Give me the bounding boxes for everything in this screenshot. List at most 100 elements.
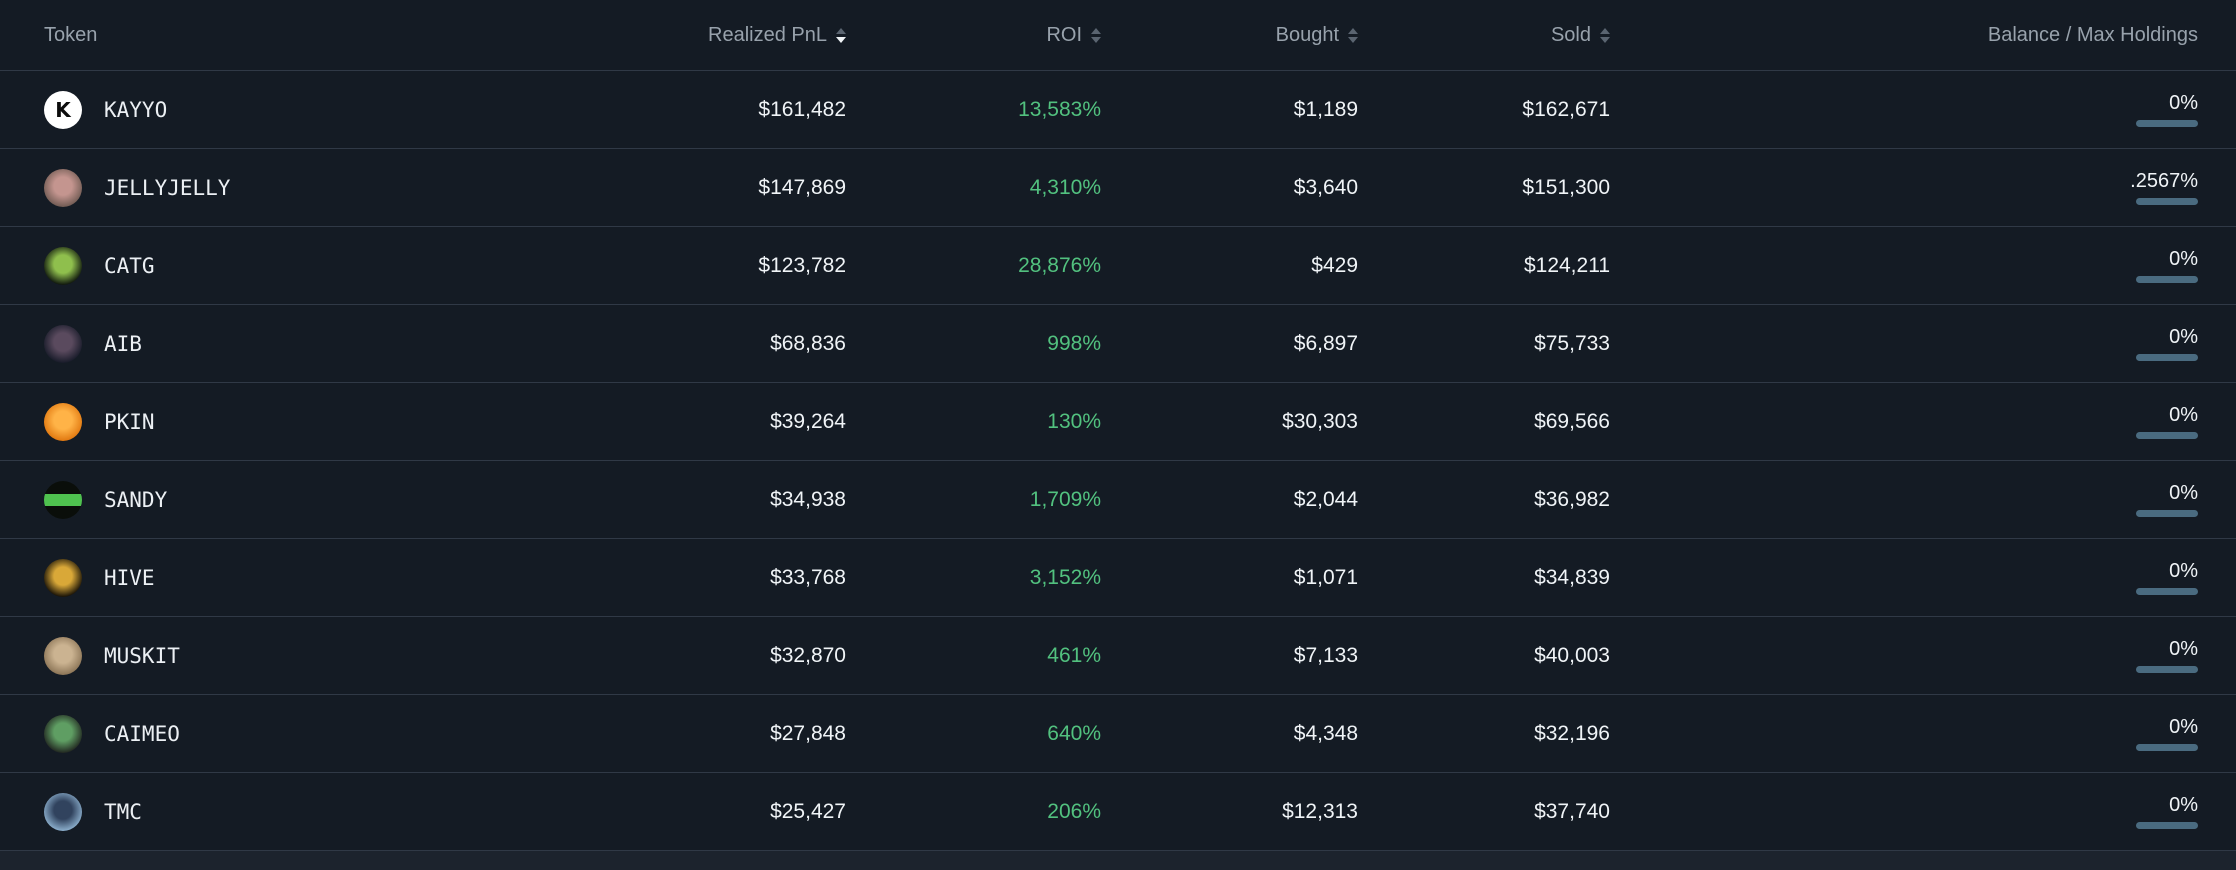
- sold-value: $40,003: [1534, 643, 1610, 667]
- token-name: CAIMEO: [104, 721, 180, 746]
- balance-value: 0%: [2169, 404, 2198, 426]
- column-label: Balance / Max Holdings: [1987, 23, 2198, 46]
- token-row[interactable]: PKIN $39,264 130% $30,303 $69,566 0%: [0, 382, 2236, 460]
- realized-pnl-value: $123,782: [758, 253, 846, 277]
- token-name: SANDY: [104, 487, 168, 512]
- token-row[interactable]: CAIMEO $27,848 640% $4,348 $32,196 0%: [0, 694, 2236, 772]
- bought-value: $3,640: [1293, 175, 1358, 199]
- balance-value: 0%: [2169, 560, 2198, 582]
- next-row-partial: [0, 850, 2236, 870]
- sort-icon: [1091, 27, 1101, 43]
- balance-value: 0%: [2169, 92, 2198, 114]
- balance-cell: 0%: [1610, 638, 2198, 673]
- column-label: Sold: [1550, 23, 1591, 46]
- realized-pnl-value: $147,869: [758, 175, 846, 199]
- token-cell: K KAYYO: [44, 90, 606, 129]
- balance-bar: [2136, 588, 2198, 595]
- balance-bar: [2136, 120, 2198, 127]
- token-name: HIVE: [104, 565, 155, 590]
- roi-value: 206%: [1047, 799, 1101, 823]
- token-name: MUSKIT: [104, 643, 180, 668]
- roi-value: 461%: [1047, 643, 1101, 667]
- column-header-roi[interactable]: ROI: [846, 24, 1101, 47]
- sold-value: $32,196: [1534, 721, 1610, 745]
- sold-value: $34,839: [1534, 565, 1610, 589]
- sold-value: $162,671: [1522, 97, 1610, 121]
- bought-value: $30,303: [1282, 409, 1358, 433]
- table-body: K KAYYO $161,482 13,583% $1,189 $162,671…: [0, 70, 2236, 850]
- sold-value: $75,733: [1534, 331, 1610, 355]
- bought-value: $7,133: [1293, 643, 1358, 667]
- balance-cell: 0%: [1610, 92, 2198, 127]
- token-row[interactable]: JELLYJELLY $147,869 4,310% $3,640 $151,3…: [0, 148, 2236, 226]
- token-name: AIB: [104, 331, 142, 356]
- balance-cell: 0%: [1610, 326, 2198, 361]
- token-cell: MUSKIT: [44, 636, 606, 675]
- roi-value: 13,583%: [1018, 97, 1101, 121]
- token-cell: AIB: [44, 324, 606, 363]
- sold-value: $69,566: [1534, 409, 1610, 433]
- token-row[interactable]: K KAYYO $161,482 13,583% $1,189 $162,671…: [0, 70, 2236, 148]
- balance-cell: 0%: [1610, 560, 2198, 595]
- bought-value: $1,189: [1293, 97, 1358, 121]
- column-label: Realized PnL: [708, 23, 827, 46]
- column-header-sold[interactable]: Sold: [1358, 24, 1610, 47]
- caimeo-token-icon: [44, 714, 82, 753]
- jellyjelly-token-icon: [44, 168, 82, 207]
- token-row[interactable]: HIVE $33,768 3,152% $1,071 $34,839 0%: [0, 538, 2236, 616]
- balance-cell: .2567%: [1610, 170, 2198, 205]
- sold-value: $151,300: [1522, 175, 1610, 199]
- balance-value: 0%: [2169, 716, 2198, 738]
- realized-pnl-value: $34,938: [770, 487, 846, 511]
- bought-value: $6,897: [1293, 331, 1358, 355]
- token-name: KAYYO: [104, 97, 168, 122]
- balance-cell: 0%: [1610, 794, 2198, 829]
- realized-pnl-value: $27,848: [770, 721, 846, 745]
- bought-value: $429: [1311, 253, 1358, 277]
- balance-bar: [2136, 666, 2198, 673]
- token-row[interactable]: CATG $123,782 28,876% $429 $124,211 0%: [0, 226, 2236, 304]
- roi-value: 4,310%: [1029, 175, 1101, 199]
- realized-pnl-value: $161,482: [758, 97, 846, 121]
- sort-icon: [836, 27, 846, 43]
- tmc-token-icon: [44, 792, 82, 831]
- token-name: CATG: [104, 253, 155, 278]
- pkin-token-icon: [44, 402, 82, 441]
- sandy-token-icon: [44, 480, 82, 519]
- balance-bar: [2136, 354, 2198, 361]
- token-cell: CATG: [44, 246, 606, 285]
- roi-value: 130%: [1047, 409, 1101, 433]
- column-label: Bought: [1275, 23, 1339, 46]
- roi-value: 28,876%: [1018, 253, 1101, 277]
- sold-value: $36,982: [1534, 487, 1610, 511]
- token-row[interactable]: TMC $25,427 206% $12,313 $37,740 0%: [0, 772, 2236, 850]
- hive-token-icon: [44, 558, 82, 597]
- bought-value: $2,044: [1293, 487, 1358, 511]
- token-cell: SANDY: [44, 480, 606, 519]
- balance-bar: [2136, 198, 2198, 205]
- token-name: JELLYJELLY: [104, 175, 231, 200]
- balance-bar: [2136, 822, 2198, 829]
- balance-bar: [2136, 510, 2198, 517]
- token-name: TMC: [104, 799, 142, 824]
- realized-pnl-value: $39,264: [770, 409, 846, 433]
- sort-icon: [1348, 27, 1358, 43]
- sort-icon: [1600, 27, 1610, 43]
- balance-value: .2567%: [2130, 170, 2198, 192]
- catg-token-icon: [44, 246, 82, 285]
- bought-value: $4,348: [1293, 721, 1358, 745]
- token-cell: PKIN: [44, 402, 606, 441]
- balance-bar: [2136, 276, 2198, 283]
- column-header-token: Token: [44, 24, 606, 47]
- token-row[interactable]: MUSKIT $32,870 461% $7,133 $40,003 0%: [0, 616, 2236, 694]
- sold-value: $124,211: [1523, 253, 1610, 277]
- token-cell: TMC: [44, 792, 606, 831]
- column-header-realized-pnl[interactable]: Realized PnL: [606, 24, 846, 47]
- column-header-bought[interactable]: Bought: [1101, 24, 1358, 47]
- balance-cell: 0%: [1610, 248, 2198, 283]
- muskit-token-icon: [44, 636, 82, 675]
- sold-value: $37,740: [1534, 799, 1610, 823]
- token-cell: CAIMEO: [44, 714, 606, 753]
- token-row[interactable]: AIB $68,836 998% $6,897 $75,733 0%: [0, 304, 2236, 382]
- token-row[interactable]: SANDY $34,938 1,709% $2,044 $36,982 0%: [0, 460, 2236, 538]
